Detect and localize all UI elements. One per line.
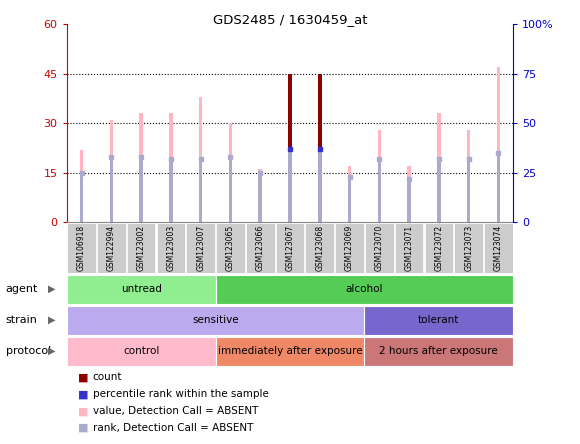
FancyBboxPatch shape [216, 274, 513, 304]
Text: immediately after exposure: immediately after exposure [218, 346, 362, 356]
FancyBboxPatch shape [216, 222, 245, 273]
Text: ■: ■ [78, 406, 89, 416]
FancyBboxPatch shape [67, 337, 216, 366]
Bar [80, 150, 84, 222]
Text: GSM123065: GSM123065 [226, 225, 235, 271]
Text: ▶: ▶ [49, 284, 56, 294]
Bar [199, 159, 202, 222]
Text: sensitive: sensitive [192, 315, 239, 325]
FancyBboxPatch shape [127, 222, 155, 273]
Bar [169, 113, 173, 222]
FancyBboxPatch shape [306, 222, 334, 273]
Text: GSM123068: GSM123068 [316, 225, 324, 271]
FancyBboxPatch shape [67, 274, 216, 304]
FancyBboxPatch shape [395, 222, 423, 273]
FancyBboxPatch shape [365, 222, 394, 273]
Text: GSM123070: GSM123070 [375, 225, 384, 271]
Text: GDS2485 / 1630459_at: GDS2485 / 1630459_at [213, 13, 367, 26]
FancyBboxPatch shape [484, 222, 513, 273]
Bar [229, 157, 232, 222]
Text: GSM123066: GSM123066 [256, 225, 264, 271]
Bar [259, 173, 262, 222]
Bar [348, 177, 351, 222]
FancyBboxPatch shape [335, 222, 364, 273]
Text: count: count [93, 373, 122, 382]
Bar [229, 123, 232, 222]
Bar [496, 67, 500, 222]
Text: GSM123071: GSM123071 [405, 225, 414, 271]
FancyBboxPatch shape [67, 305, 364, 335]
FancyBboxPatch shape [364, 305, 513, 335]
FancyBboxPatch shape [216, 337, 364, 366]
FancyBboxPatch shape [186, 222, 215, 273]
Bar [139, 113, 143, 222]
Bar [318, 149, 321, 222]
Text: GSM123074: GSM123074 [494, 225, 503, 271]
Bar [407, 166, 411, 222]
Bar [139, 157, 143, 222]
Bar [496, 153, 500, 222]
Text: ▶: ▶ [49, 346, 56, 356]
Text: GSM106918: GSM106918 [77, 225, 86, 271]
FancyBboxPatch shape [454, 222, 483, 273]
Text: ■: ■ [78, 389, 89, 399]
Text: alcohol: alcohol [346, 284, 383, 294]
Text: untread: untread [121, 284, 162, 294]
FancyBboxPatch shape [364, 337, 513, 366]
Bar [348, 166, 351, 222]
FancyBboxPatch shape [157, 222, 185, 273]
Bar [437, 113, 441, 222]
Bar [80, 173, 84, 222]
Text: GSM123067: GSM123067 [285, 225, 295, 271]
Bar [288, 74, 292, 222]
Bar [407, 178, 411, 222]
Text: ▶: ▶ [49, 315, 56, 325]
Text: GSM123073: GSM123073 [464, 225, 473, 271]
Text: control: control [123, 346, 160, 356]
FancyBboxPatch shape [67, 222, 96, 273]
FancyBboxPatch shape [425, 222, 453, 273]
Text: GSM123069: GSM123069 [345, 225, 354, 271]
Text: strain: strain [6, 315, 38, 325]
Bar [437, 159, 441, 222]
Text: tolerant: tolerant [418, 315, 459, 325]
Text: GSM123002: GSM123002 [137, 225, 146, 271]
Text: 2 hours after exposure: 2 hours after exposure [379, 346, 498, 356]
Bar [378, 159, 381, 222]
Bar [169, 159, 173, 222]
Bar [318, 74, 321, 222]
Text: GSM122994: GSM122994 [107, 225, 116, 271]
Bar [467, 130, 470, 222]
Text: agent: agent [6, 284, 38, 294]
Text: GSM123072: GSM123072 [434, 225, 443, 271]
Bar [318, 74, 321, 222]
FancyBboxPatch shape [97, 222, 126, 273]
Bar [110, 120, 113, 222]
Text: GSM123007: GSM123007 [196, 225, 205, 271]
FancyBboxPatch shape [276, 222, 304, 273]
Text: percentile rank within the sample: percentile rank within the sample [93, 389, 269, 399]
Text: GSM123003: GSM123003 [166, 225, 175, 271]
Bar [199, 97, 202, 222]
Text: value, Detection Call = ABSENT: value, Detection Call = ABSENT [93, 406, 258, 416]
FancyBboxPatch shape [246, 222, 274, 273]
Bar [378, 130, 381, 222]
Bar [467, 159, 470, 222]
Text: rank, Detection Call = ABSENT: rank, Detection Call = ABSENT [93, 423, 253, 433]
Bar [288, 74, 292, 222]
Bar [110, 157, 113, 222]
Text: protocol: protocol [6, 346, 51, 356]
Text: ■: ■ [78, 423, 89, 433]
Text: ■: ■ [78, 373, 89, 382]
Bar [259, 169, 262, 222]
Bar [288, 149, 292, 222]
